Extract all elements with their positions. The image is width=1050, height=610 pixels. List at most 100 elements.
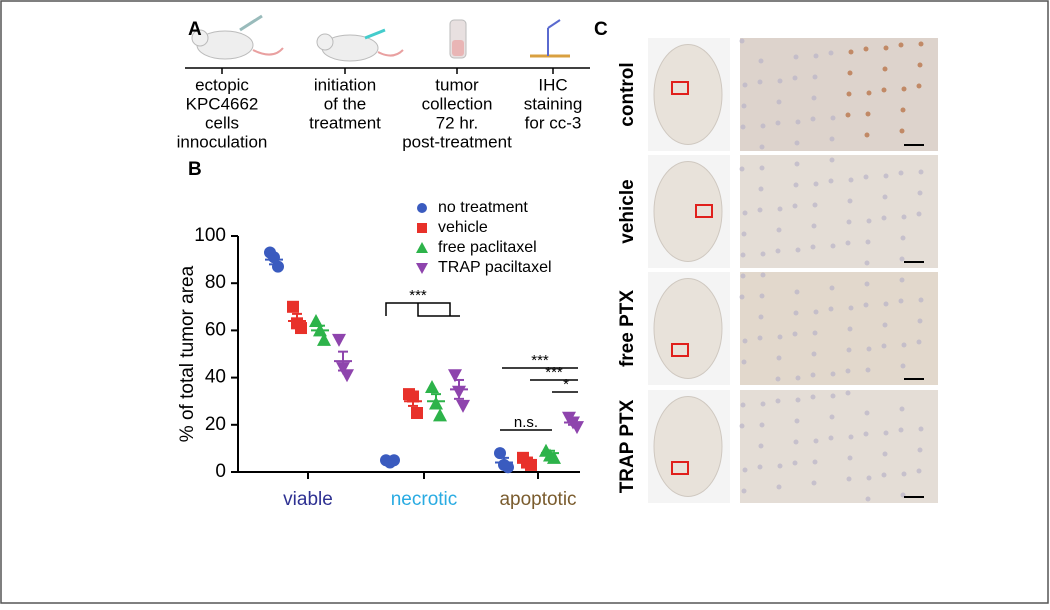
point — [416, 263, 428, 274]
stain-dot — [811, 351, 817, 357]
stain-dot — [775, 120, 781, 126]
significance-bracket — [417, 303, 460, 317]
timeline-step: 72 hr. — [436, 113, 479, 132]
timeline-step: collection — [422, 94, 493, 113]
point — [417, 203, 427, 213]
row-label: free PTX — [617, 290, 638, 367]
stain-dot — [739, 38, 745, 44]
stain-dot — [758, 186, 764, 192]
point — [425, 380, 439, 394]
stain-dot — [900, 107, 906, 113]
stain-dot — [794, 418, 800, 424]
row-label: vehicle — [617, 179, 638, 243]
stain-dot — [742, 82, 748, 88]
stain-dot — [813, 53, 819, 59]
legend-label: TRAP paciltaxel — [438, 259, 552, 276]
tissue-section — [653, 161, 723, 262]
timeline-step: staining — [524, 94, 583, 113]
stain-dot — [917, 447, 923, 453]
stain-dot — [812, 459, 818, 465]
row-label: control — [617, 62, 638, 126]
stain-dot — [777, 78, 783, 84]
stain-dot — [864, 260, 870, 266]
legend-label: no treatment — [438, 199, 528, 216]
stain-dot — [795, 247, 801, 253]
stain-dot — [918, 41, 924, 47]
stain-dot — [899, 406, 905, 412]
stain-dot — [883, 45, 889, 51]
stain-dot — [900, 363, 906, 369]
stain-dot — [881, 87, 887, 93]
detail-image — [740, 38, 938, 151]
stain-dot — [758, 58, 764, 64]
point — [287, 300, 299, 313]
point — [411, 407, 423, 419]
stain-dot — [828, 435, 834, 441]
timeline-axis — [185, 67, 590, 74]
point — [494, 447, 506, 460]
timeline-step: KPC4662 — [186, 94, 259, 113]
stain-dot — [883, 301, 889, 307]
significance-label: * — [563, 376, 569, 393]
stain-dot — [916, 468, 922, 474]
panel-label: C — [594, 19, 608, 40]
stain-dot — [847, 326, 853, 332]
stain-dot — [882, 451, 888, 457]
stain-dot — [882, 66, 888, 72]
point — [332, 333, 346, 347]
stain-dot — [828, 306, 834, 312]
stain-dot — [759, 422, 765, 428]
stain-dot — [792, 460, 798, 466]
point — [317, 332, 331, 346]
stain-dot — [741, 488, 747, 494]
stain-dot — [864, 410, 870, 416]
stain-dot — [898, 42, 904, 48]
stain-dot — [792, 203, 798, 209]
stain-dot — [793, 54, 799, 60]
stain-dot — [813, 438, 819, 444]
stain-dot — [899, 128, 905, 134]
x-tick-label: necrotic — [391, 489, 458, 510]
stain-dot — [918, 169, 924, 175]
stain-dot — [811, 95, 817, 101]
stain-dot — [810, 244, 816, 250]
detail-image — [740, 390, 938, 503]
stain-dot — [760, 251, 766, 257]
point — [417, 223, 427, 233]
stain-dot — [829, 414, 835, 420]
stain-dot — [776, 484, 782, 490]
significance-label: *** — [545, 364, 563, 381]
stain-dot — [845, 390, 851, 396]
stain-dot — [812, 74, 818, 80]
stain-dot — [899, 277, 905, 283]
stain-dot — [883, 430, 889, 436]
stain-dot — [776, 355, 782, 361]
point — [416, 242, 428, 253]
timeline-step: tumor — [435, 75, 479, 94]
zoom-box — [671, 81, 689, 95]
stain-dot — [792, 75, 798, 81]
stain-dot — [794, 289, 800, 295]
stain-dot — [863, 46, 869, 52]
stain-dot — [847, 455, 853, 461]
stain-dot — [898, 298, 904, 304]
stain-dot — [846, 219, 852, 225]
stain-dot — [739, 423, 745, 429]
stain-dot — [775, 376, 781, 382]
timeline-step: IHC — [538, 75, 567, 94]
y-tick-label: 20 — [205, 414, 226, 435]
stain-dot — [811, 480, 817, 486]
stain-dot — [758, 443, 764, 449]
stain-dot — [830, 393, 836, 399]
stain-dot — [866, 346, 872, 352]
stain-dot — [760, 123, 766, 129]
stain-dot — [916, 339, 922, 345]
stain-dot — [829, 157, 835, 163]
timeline-step: ectopic — [195, 75, 249, 94]
stain-dot — [757, 335, 763, 341]
stain-dot — [863, 431, 869, 437]
y-tick-label: 80 — [205, 272, 226, 293]
significance-label: n.s. — [514, 414, 538, 431]
timeline-step: initiation — [314, 75, 376, 94]
